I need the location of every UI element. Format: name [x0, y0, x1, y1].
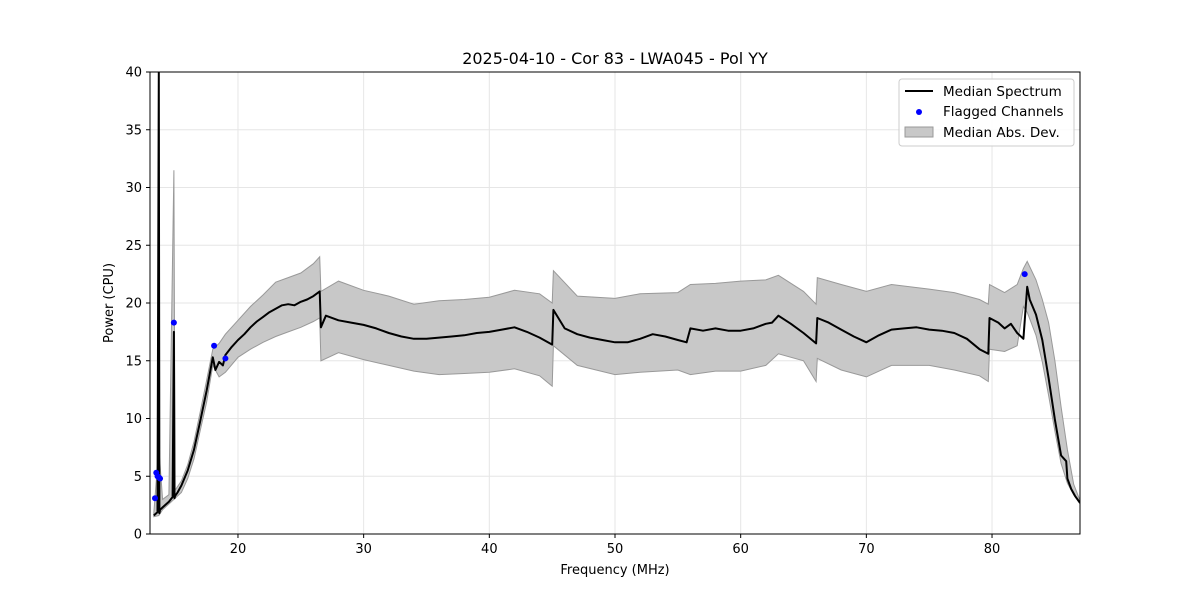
flagged-channel-point	[222, 355, 229, 362]
flagged-channels	[152, 271, 1028, 502]
median-abs-dev-band	[153, 170, 1080, 518]
x-axis-ticks: 20 30 40 50 60 70 80	[230, 534, 1001, 557]
x-tick-label: 40	[481, 542, 498, 557]
plot-area	[152, 72, 1080, 518]
x-tick-label: 30	[355, 542, 372, 557]
chart-title: 2025-04-10 - Cor 83 - LWA045 - Pol YY	[462, 49, 768, 68]
flagged-channel-point	[157, 475, 164, 482]
legend-patch-swatch	[904, 126, 934, 138]
legend: Median Spectrum Flagged Channels Median …	[898, 78, 1075, 147]
legend-label-median-abs-dev: Median Abs. Dev.	[943, 125, 1060, 141]
y-tick-label: 15	[125, 354, 142, 369]
y-tick-label: 5	[134, 470, 142, 485]
flagged-channel-point	[170, 319, 177, 326]
y-tick-label: 30	[125, 181, 142, 196]
y-tick-label: 40	[125, 66, 142, 81]
flagged-channel-point	[1021, 271, 1028, 278]
legend-marker-swatch	[916, 109, 922, 115]
x-tick-label: 20	[230, 542, 247, 557]
flagged-channel-point	[152, 495, 159, 502]
y-axis-label: Power (CPU)	[102, 263, 117, 343]
legend-label-median-spectrum: Median Spectrum	[943, 84, 1062, 100]
y-tick-label: 35	[125, 123, 142, 138]
y-axis-ticks: 0 5 10 15 20 25 30 35 40	[125, 66, 150, 543]
x-tick-label: 70	[858, 542, 875, 557]
y-tick-label: 0	[134, 528, 142, 543]
x-tick-label: 80	[984, 542, 1001, 557]
y-tick-label: 20	[125, 297, 142, 312]
legend-label-flagged-channels: Flagged Channels	[943, 104, 1064, 120]
median-spectrum-line	[153, 72, 1080, 517]
x-axis-label: Frequency (MHz)	[560, 563, 669, 578]
y-tick-label: 25	[125, 239, 142, 254]
y-tick-label: 10	[125, 412, 142, 427]
x-tick-label: 50	[607, 542, 624, 557]
flagged-channel-point	[211, 342, 218, 349]
legend-box	[898, 78, 1075, 147]
x-tick-label: 60	[732, 542, 749, 557]
